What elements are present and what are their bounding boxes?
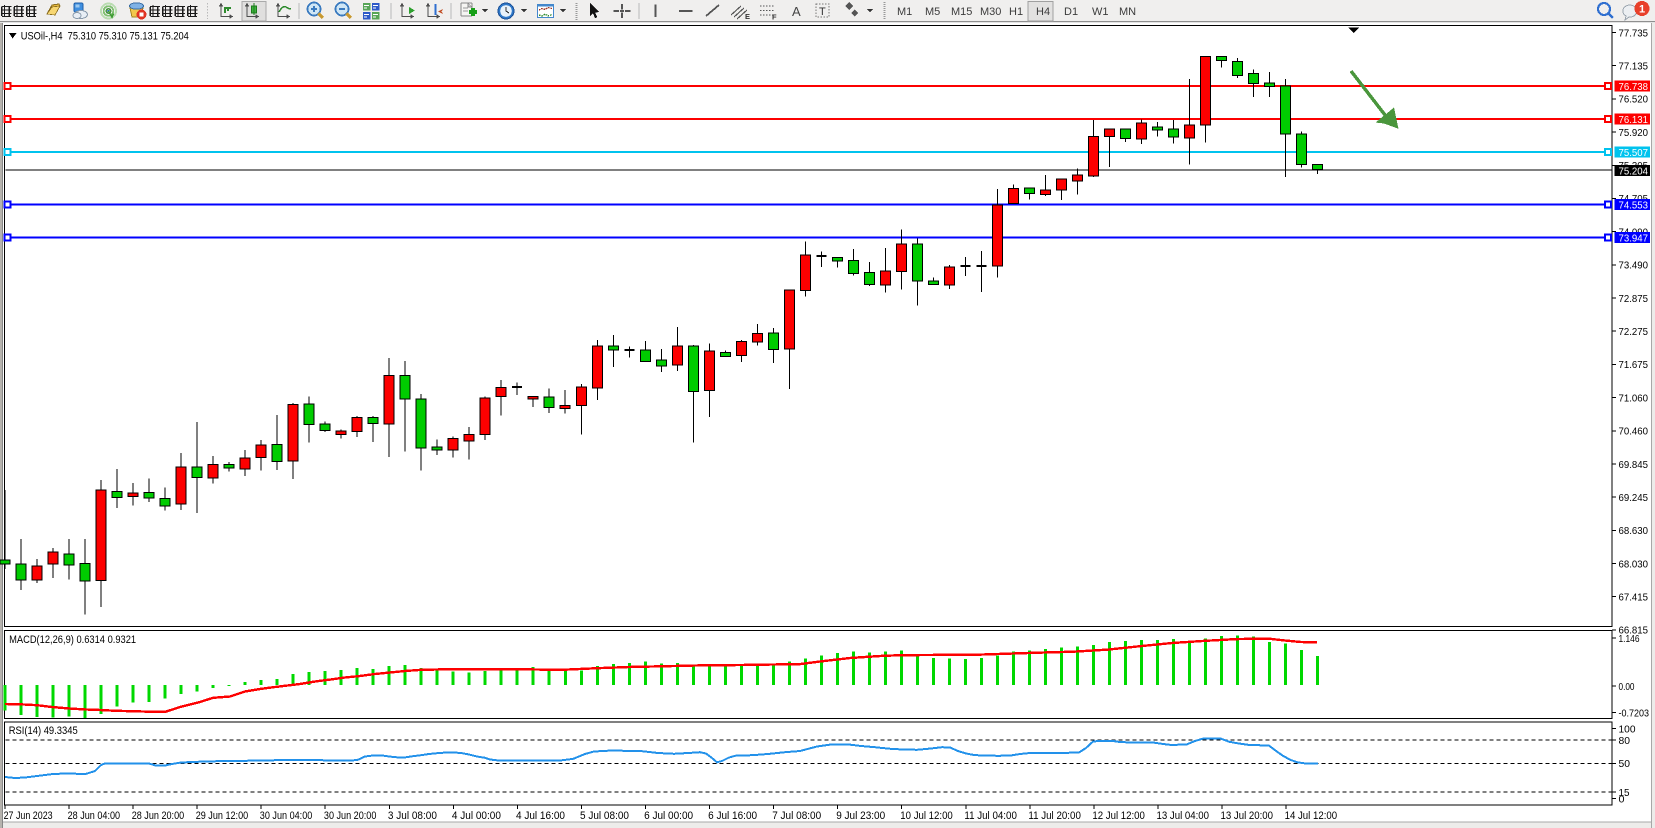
svg-text:H1: H1 xyxy=(1009,6,1023,18)
svg-text:80: 80 xyxy=(1619,735,1631,747)
svg-text:75.507: 75.507 xyxy=(1619,147,1649,159)
svg-text:30 Jun 20:00: 30 Jun 20:00 xyxy=(324,810,377,822)
svg-text:76.131: 76.131 xyxy=(1619,114,1649,126)
svg-text:100: 100 xyxy=(1619,723,1636,735)
svg-text:71.060: 71.060 xyxy=(1619,392,1649,404)
svg-text:H4: H4 xyxy=(1036,6,1050,18)
svg-text:66.815: 66.815 xyxy=(1619,625,1649,637)
svg-text:28 Jun 20:00: 28 Jun 20:00 xyxy=(132,810,185,822)
svg-text:5 Jul 08:00: 5 Jul 08:00 xyxy=(580,810,629,822)
svg-text:W1: W1 xyxy=(1092,6,1109,18)
svg-text:72.275: 72.275 xyxy=(1619,326,1649,338)
svg-text:15: 15 xyxy=(1619,787,1630,799)
svg-text:-0.7203: -0.7203 xyxy=(1619,707,1650,719)
svg-text:11 Jul 20:00: 11 Jul 20:00 xyxy=(1028,810,1081,822)
svg-text:RSI(14) 49.3345: RSI(14) 49.3345 xyxy=(9,725,78,737)
svg-text:28 Jun 04:00: 28 Jun 04:00 xyxy=(68,810,121,822)
svg-text:1.146: 1.146 xyxy=(1619,633,1640,645)
svg-text:50: 50 xyxy=(1619,758,1631,770)
svg-text:12 Jul 12:00: 12 Jul 12:00 xyxy=(1092,810,1145,822)
svg-text:4 Jul 16:00: 4 Jul 16:00 xyxy=(516,810,565,822)
svg-text:6 Jul 00:00: 6 Jul 00:00 xyxy=(644,810,693,822)
svg-text:11 Jul 04:00: 11 Jul 04:00 xyxy=(964,810,1017,822)
svg-text:9 Jul 23:00: 9 Jul 23:00 xyxy=(836,810,885,822)
svg-text:29 Jun 12:00: 29 Jun 12:00 xyxy=(196,810,249,822)
svg-text:68.030: 68.030 xyxy=(1619,558,1649,570)
svg-text:7 Jul 08:00: 7 Jul 08:00 xyxy=(772,810,821,822)
svg-text:77.735: 77.735 xyxy=(1619,27,1649,39)
svg-text:74.553: 74.553 xyxy=(1619,199,1649,211)
svg-text:27 Jun 2023: 27 Jun 2023 xyxy=(4,810,53,822)
svg-text:M5: M5 xyxy=(925,6,940,18)
svg-text:73.947: 73.947 xyxy=(1619,232,1649,244)
svg-text:77.135: 77.135 xyxy=(1619,61,1649,73)
svg-text:A: A xyxy=(792,4,801,19)
svg-text:14 Jul 12:00: 14 Jul 12:00 xyxy=(1285,810,1338,822)
svg-text:D1: D1 xyxy=(1064,6,1078,18)
svg-text:MN: MN xyxy=(1119,6,1136,18)
svg-text:F: F xyxy=(772,13,777,22)
svg-text:1: 1 xyxy=(1639,4,1645,16)
svg-text:30 Jun 04:00: 30 Jun 04:00 xyxy=(260,810,313,822)
svg-text:10 Jul 12:00: 10 Jul 12:00 xyxy=(900,810,953,822)
svg-text:M30: M30 xyxy=(980,6,1001,18)
svg-text:72.875: 72.875 xyxy=(1619,293,1649,305)
svg-text:73.490: 73.490 xyxy=(1619,260,1649,272)
svg-text:13 Jul 04:00: 13 Jul 04:00 xyxy=(1157,810,1210,822)
svg-text:70.460: 70.460 xyxy=(1619,426,1649,438)
svg-text:T: T xyxy=(819,6,826,18)
svg-text:E: E xyxy=(745,12,750,21)
svg-text:M1: M1 xyxy=(897,6,912,18)
svg-text:75.920: 75.920 xyxy=(1619,127,1649,139)
svg-text:0.00: 0.00 xyxy=(1619,681,1635,693)
svg-text:3 Jul 08:00: 3 Jul 08:00 xyxy=(388,810,437,822)
svg-text:71.675: 71.675 xyxy=(1619,359,1649,371)
svg-text:MACD(12,26,9) 0.6314 0.9321: MACD(12,26,9) 0.6314 0.9321 xyxy=(9,634,136,646)
svg-text:0: 0 xyxy=(1619,793,1625,805)
svg-text:68.630: 68.630 xyxy=(1619,525,1649,537)
svg-text:6 Jul 16:00: 6 Jul 16:00 xyxy=(708,810,757,822)
svg-text:USOil-,H4 75.310 75.310 75.13: USOil-,H4 75.310 75.310 75.131 75.204 xyxy=(21,30,189,42)
svg-text:75.204: 75.204 xyxy=(1619,165,1649,177)
svg-text:4 Jul 00:00: 4 Jul 00:00 xyxy=(452,810,501,822)
svg-text:69.845: 69.845 xyxy=(1619,459,1649,471)
svg-text:67.415: 67.415 xyxy=(1619,592,1649,604)
svg-text:13 Jul 20:00: 13 Jul 20:00 xyxy=(1221,810,1274,822)
svg-text:76.738: 76.738 xyxy=(1619,81,1649,93)
svg-text:69.245: 69.245 xyxy=(1619,492,1649,504)
svg-text:M15: M15 xyxy=(951,6,972,18)
svg-text:76.520: 76.520 xyxy=(1619,94,1649,106)
